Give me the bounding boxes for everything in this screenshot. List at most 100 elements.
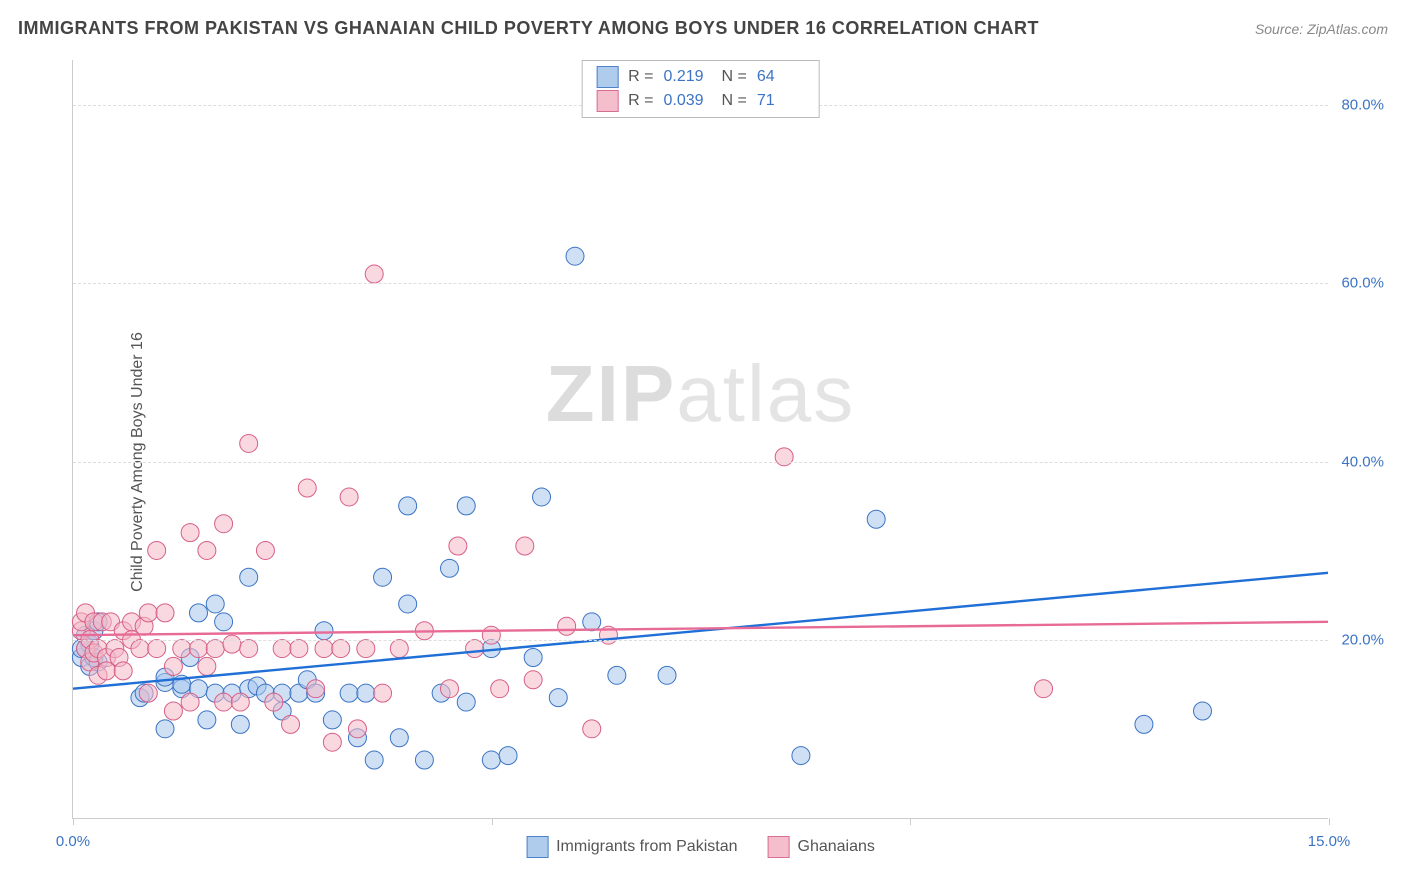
x-tick (73, 818, 74, 825)
data-point (215, 613, 233, 631)
data-point (1035, 680, 1053, 698)
data-point (365, 265, 383, 283)
data-point (323, 711, 341, 729)
data-point (374, 684, 392, 702)
correlation-stats-box: R =0.219N =64R =0.039N =71 (581, 60, 820, 118)
data-point (198, 711, 216, 729)
data-point (198, 657, 216, 675)
y-tick-label: 40.0% (1341, 453, 1384, 470)
data-point (583, 720, 601, 738)
data-point (1194, 702, 1212, 720)
data-point (156, 604, 174, 622)
data-point (524, 671, 542, 689)
data-point (583, 613, 601, 631)
chart-title: IMMIGRANTS FROM PAKISTAN VS GHANAIAN CHI… (18, 18, 1039, 39)
data-point (139, 604, 157, 622)
data-point (273, 640, 291, 658)
data-point (608, 666, 626, 684)
data-point (340, 488, 358, 506)
x-tick (1329, 818, 1330, 825)
data-point (558, 617, 576, 635)
regression-line (73, 622, 1328, 635)
data-point (231, 693, 249, 711)
data-point (282, 715, 300, 733)
gridline (73, 640, 1328, 641)
n-value: 71 (757, 92, 805, 110)
data-point (399, 497, 417, 515)
r-value: 0.039 (664, 92, 712, 110)
data-point (374, 568, 392, 586)
x-tick-label: 0.0% (56, 833, 90, 850)
data-point (357, 640, 375, 658)
data-point (466, 640, 484, 658)
data-point (173, 640, 191, 658)
x-tick (910, 818, 911, 825)
x-tick-label: 15.0% (1308, 833, 1351, 850)
data-point (390, 640, 408, 658)
data-point (1135, 715, 1153, 733)
series-legend: Immigrants from Pakistan Ghanaians (526, 836, 875, 858)
r-label: R = (628, 92, 653, 110)
data-point (114, 662, 132, 680)
plot-area: ZIPatlas R =0.219N =64R =0.039N =71 Immi… (72, 60, 1328, 819)
data-point (390, 729, 408, 747)
data-point (566, 247, 584, 265)
data-point (240, 640, 258, 658)
data-point (415, 751, 433, 769)
data-point (441, 680, 459, 698)
y-tick-label: 80.0% (1341, 96, 1384, 113)
data-point (516, 537, 534, 555)
data-point (449, 537, 467, 555)
data-point (290, 640, 308, 658)
stats-row: R = 0.039 N = 71 (596, 89, 805, 113)
y-tick-label: 60.0% (1341, 275, 1384, 292)
data-point (549, 689, 567, 707)
data-point (775, 448, 793, 466)
data-point (206, 595, 224, 613)
data-point (190, 604, 208, 622)
r-label: R = (628, 68, 653, 86)
data-point (307, 680, 325, 698)
data-point (457, 497, 475, 515)
data-point (524, 648, 542, 666)
data-point (156, 720, 174, 738)
data-point (198, 541, 216, 559)
n-value: 64 (757, 68, 805, 86)
data-point (340, 684, 358, 702)
data-point (265, 693, 283, 711)
n-label: N = (722, 68, 747, 86)
data-point (206, 640, 224, 658)
data-point (215, 515, 233, 533)
data-point (131, 640, 149, 658)
data-point (332, 640, 350, 658)
legend-swatch (526, 836, 548, 858)
data-point (491, 680, 509, 698)
data-point (533, 488, 551, 506)
data-point (399, 595, 417, 613)
y-tick-label: 20.0% (1341, 632, 1384, 649)
data-point (348, 720, 366, 738)
legend-label: Ghanaians (798, 838, 875, 856)
n-label: N = (722, 92, 747, 110)
data-point (298, 479, 316, 497)
data-point (658, 666, 676, 684)
data-point (315, 640, 333, 658)
data-point (792, 747, 810, 765)
data-point (148, 640, 166, 658)
data-point (315, 622, 333, 640)
data-point (482, 626, 500, 644)
data-point (223, 635, 241, 653)
legend-swatch (596, 66, 618, 88)
legend-swatch (596, 90, 618, 112)
data-point (240, 434, 258, 452)
scatter-chart-svg (73, 60, 1328, 818)
data-point (164, 702, 182, 720)
data-point (256, 541, 274, 559)
data-point (441, 559, 459, 577)
legend-item: Immigrants from Pakistan (526, 836, 737, 858)
data-point (867, 510, 885, 528)
stats-row: R =0.219N =64 (596, 65, 805, 89)
data-point (499, 747, 517, 765)
legend-item: Ghanaians (768, 836, 875, 858)
data-point (148, 541, 166, 559)
